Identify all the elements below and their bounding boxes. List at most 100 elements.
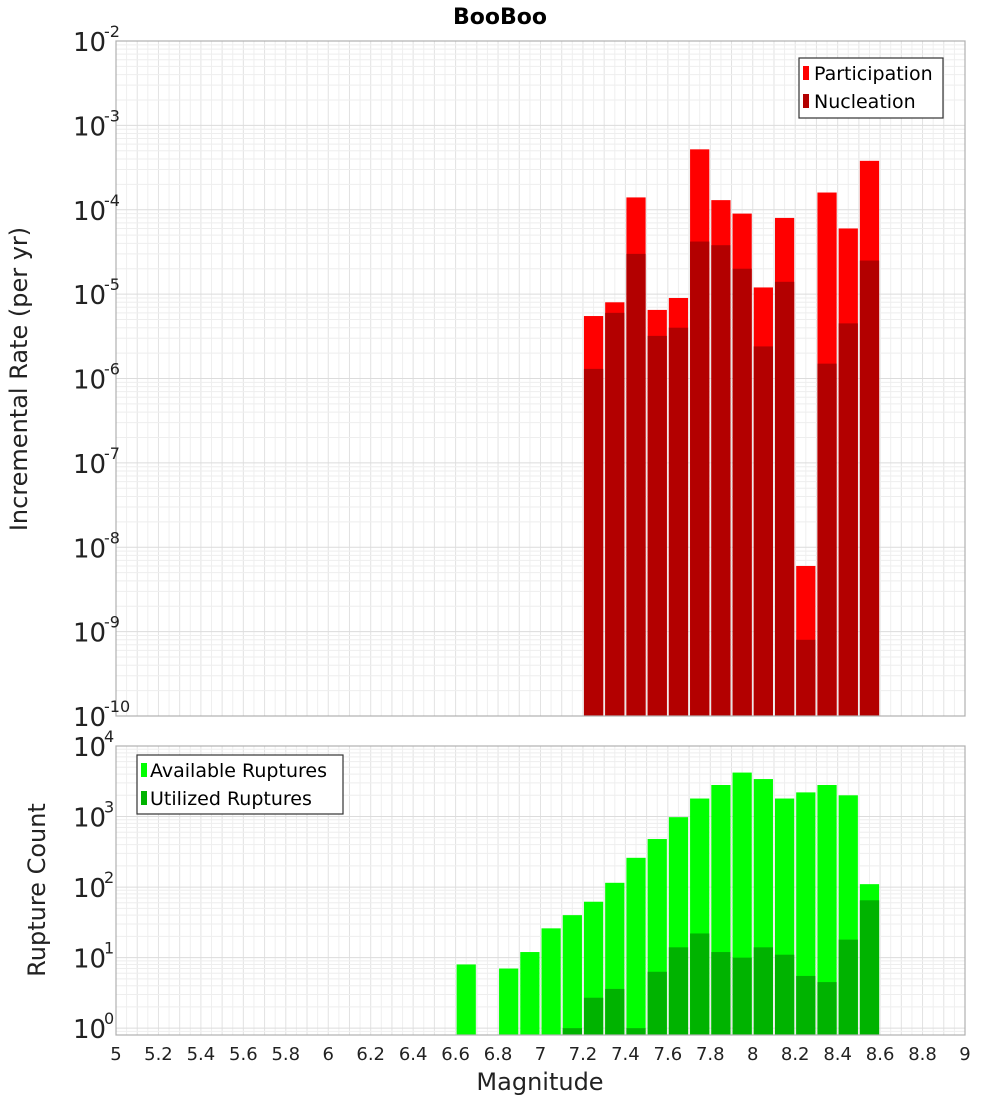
top-y-tick-label: 10: [73, 703, 106, 733]
x-tick-label: 7.8: [696, 1044, 725, 1065]
bottom-bar-available-ruptures: [520, 952, 540, 1035]
x-axis-label: Magnitude: [476, 1068, 603, 1096]
bottom-plot-frame: [115, 745, 966, 1036]
x-tick-label: 8.8: [908, 1044, 937, 1065]
frame-layer: [115, 40, 966, 1036]
top-bar-nucleation: [817, 363, 837, 716]
bottom-bar-utilized-ruptures: [774, 954, 795, 1035]
grid-layer: [115, 41, 966, 1036]
x-tick-label: 5.2: [144, 1044, 173, 1065]
top-bar-nucleation: [838, 323, 858, 716]
bottom-bar-available-ruptures: [562, 915, 582, 1035]
x-tick-label: 7.2: [569, 1044, 598, 1065]
x-tick-label: 9: [959, 1044, 970, 1065]
top-bar-nucleation: [732, 268, 752, 716]
bottom-bar-utilized-ruptures: [562, 1028, 582, 1035]
bottom-bar-utilized-ruptures: [753, 947, 773, 1035]
top-bar-nucleation: [583, 368, 604, 716]
top-y-tick-exponent: -2: [104, 22, 120, 41]
bottom-y-tick-label: 10: [73, 874, 106, 904]
bottom-y-tick-exponent: 4: [104, 727, 114, 746]
x-tick-label: 6.4: [399, 1044, 428, 1065]
bottom-y-tick-label: 10: [73, 1015, 106, 1045]
top-y-tick-label: 10: [73, 619, 106, 649]
bottom-bar-utilized-ruptures: [859, 900, 880, 1035]
bottom-y-tick-exponent: 3: [104, 798, 114, 817]
top-y-axis-label: Incremental Rate (per yr): [5, 227, 33, 531]
bottom-bar-utilized-ruptures: [817, 982, 837, 1035]
bottom-bar-utilized-ruptures: [711, 952, 731, 1035]
x-tick-label: 8: [747, 1044, 758, 1065]
x-tick-label: 5.6: [229, 1044, 258, 1065]
bottom-legend: Available Ruptures Utilized Ruptures: [136, 754, 344, 815]
x-tick-label: 5: [110, 1044, 121, 1065]
x-tick-label: 6.8: [484, 1044, 513, 1065]
top-y-tick-label: 10: [73, 28, 106, 58]
top-bar-nucleation: [774, 281, 795, 716]
bottom-bar-utilized-ruptures: [690, 933, 710, 1035]
top-y-tick-label: 10: [73, 197, 106, 227]
legend-swatch-available: [141, 763, 147, 777]
top-y-tick-label: 10: [73, 281, 106, 311]
top-bar-nucleation: [605, 312, 625, 716]
top-bar-nucleation: [711, 245, 731, 717]
bottom-y-tick-label: 10: [73, 945, 106, 975]
top-y-tick-exponent: -6: [104, 360, 120, 379]
top-bar-nucleation: [647, 335, 667, 716]
x-tick-label: 8.4: [823, 1044, 852, 1065]
bar-layer: [456, 149, 880, 1035]
bottom-bar-available-ruptures: [541, 928, 561, 1035]
top-legend: Participation Nucleation: [798, 57, 944, 119]
x-tick-label: 8.6: [866, 1044, 895, 1065]
bottom-bar-available-ruptures: [499, 968, 519, 1035]
bottom-legend-box: [136, 754, 344, 815]
bottom-bar-available-ruptures: [456, 964, 476, 1035]
top-y-tick-exponent: -8: [104, 528, 120, 547]
legend-label-utilized: Utilized Ruptures: [150, 788, 312, 810]
top-bar-nucleation: [859, 260, 880, 716]
chart-title: BooBoo: [453, 5, 547, 30]
bottom-y-tick-label: 10: [73, 733, 106, 763]
top-y-tick-label: 10: [73, 450, 106, 480]
x-tick-label: 5.8: [271, 1044, 300, 1065]
bottom-y-tick-exponent: 2: [104, 868, 114, 887]
bottom-bar-utilized-ruptures: [838, 939, 858, 1035]
bottom-bar-utilized-ruptures: [583, 997, 604, 1035]
x-tick-label: 8.2: [781, 1044, 810, 1065]
bottom-bar-utilized-ruptures: [605, 988, 625, 1035]
top-y-tick-exponent: -7: [104, 444, 120, 463]
top-bar-nucleation: [753, 346, 773, 716]
x-tick-label: 7: [535, 1044, 546, 1065]
bottom-bar-available-ruptures: [796, 792, 816, 1035]
x-tick-label: 5.4: [187, 1044, 216, 1065]
top-y-tick-exponent: -3: [104, 106, 120, 125]
bottom-y-tick-label: 10: [73, 804, 106, 834]
top-bar-nucleation: [626, 253, 646, 716]
bottom-bar-utilized-ruptures: [626, 1028, 646, 1035]
top-y-tick-exponent: -4: [104, 191, 120, 210]
x-tick-label: 7.4: [611, 1044, 640, 1065]
top-bar-nucleation: [668, 327, 689, 716]
x-tick-label: 6.6: [441, 1044, 470, 1065]
legend-label-available: Available Ruptures: [150, 760, 327, 782]
top-bar-nucleation: [690, 241, 710, 717]
top-legend-box: [798, 57, 944, 119]
bottom-bar-utilized-ruptures: [647, 971, 667, 1035]
top-y-tick-exponent: -5: [104, 275, 120, 294]
x-tick-label: 6.2: [356, 1044, 385, 1065]
top-y-tick-exponent: -9: [104, 613, 120, 632]
top-y-tick-label: 10: [73, 534, 106, 564]
bottom-bar-utilized-ruptures: [796, 975, 816, 1035]
legend-swatch-nucleation: [803, 94, 809, 108]
top-y-tick-exponent: -10: [104, 697, 130, 716]
tick-layer: 10-1010-910-810-710-610-510-410-310-2100…: [73, 22, 971, 1065]
bottom-bar-available-ruptures: [626, 857, 646, 1035]
top-y-tick-label: 10: [73, 366, 106, 396]
top-y-tick-label: 10: [73, 112, 106, 142]
legend-swatch-participation: [803, 66, 809, 80]
x-tick-label: 6: [323, 1044, 334, 1065]
bottom-bar-utilized-ruptures: [732, 957, 752, 1035]
legend-swatch-utilized: [141, 791, 147, 805]
x-tick-label: 7.6: [654, 1044, 683, 1065]
